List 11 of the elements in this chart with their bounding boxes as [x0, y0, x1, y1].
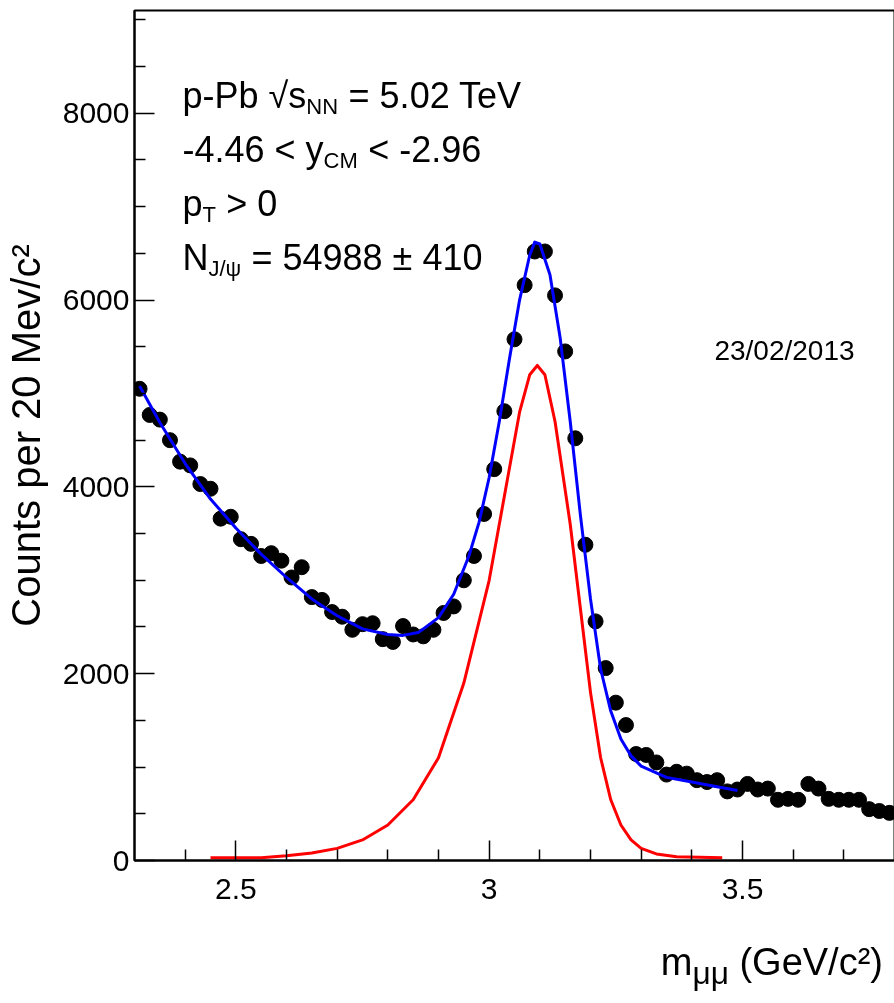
x-tick-label: 3.5 [721, 871, 764, 905]
y-tick-label: 2000 [62, 656, 130, 690]
y-tick-label: 8000 [62, 96, 130, 130]
y-tick-label: 6000 [62, 283, 130, 317]
x-tick-label: 3 [480, 871, 498, 905]
x-tick-label: 2.5 [214, 871, 257, 905]
y-axis-title: Counts per 20 Mev/c² [3, 244, 48, 627]
x-axis-title: m$_{μμ}$ (GeV/c²) [660, 940, 883, 993]
y-tick-label: 4000 [62, 469, 130, 503]
annotation: 23/02/2013 [714, 335, 855, 366]
y-tick-label: 0 [112, 843, 130, 877]
